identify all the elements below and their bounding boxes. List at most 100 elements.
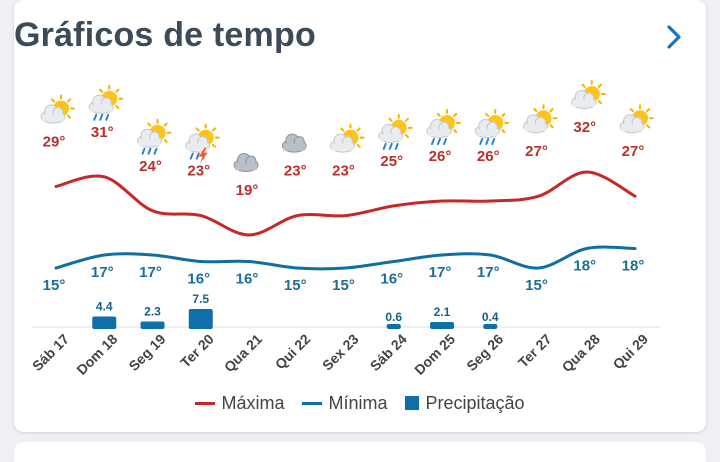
sun-cloud-rain-icon <box>88 84 124 121</box>
rain-drop <box>388 142 393 150</box>
cloud-shape <box>330 133 355 153</box>
precip-label: 2.3 <box>144 304 161 318</box>
legend-item-max[interactable]: Máxima <box>195 393 284 414</box>
min-temp-label: 16° <box>380 271 403 288</box>
legend-item-min[interactable]: Mínima <box>302 393 387 414</box>
sun-ray <box>211 143 216 148</box>
cloud-fill <box>428 129 450 137</box>
max-temp-label: 23° <box>187 163 210 180</box>
sun-ray <box>404 133 409 139</box>
max-temp-label: 29° <box>43 134 66 151</box>
sun-ray <box>597 100 602 105</box>
weather-chart: 4.4 2.3 7.5 0.6 2.1 0.4 29° 31° 24° 23° 19° 23° 23° 2… <box>29 79 660 378</box>
max-temp-label: 32° <box>573 119 596 136</box>
sun-ray <box>50 98 55 103</box>
rain-drop <box>105 113 110 121</box>
legend-swatch-precip <box>405 396 420 410</box>
sun-ray <box>211 127 216 132</box>
cloud-fill <box>186 143 209 151</box>
rain-drop <box>443 138 447 146</box>
rain-drop <box>99 113 104 121</box>
sun-ray <box>533 108 538 113</box>
rain-drop <box>491 138 496 146</box>
sun-ray <box>646 124 651 129</box>
x-tick-label: Qua 28 <box>559 331 603 375</box>
sun-ray <box>629 108 634 113</box>
legend-item-precip[interactable]: Precipitação <box>405 393 525 414</box>
max-temp-label: 27° <box>622 143 645 160</box>
sun-ray <box>356 127 361 132</box>
sun-ray <box>115 88 120 93</box>
precip-bar <box>430 321 454 329</box>
precip-label: 4.4 <box>96 299 113 313</box>
min-temp-label: 15° <box>284 277 307 294</box>
x-tick-label: Qui 22 <box>272 331 314 373</box>
legend-swatch-max <box>195 401 216 405</box>
sun-ray <box>67 114 72 119</box>
cloud-shape <box>137 128 162 148</box>
cloud-fill <box>138 138 161 146</box>
sun-ray <box>549 124 554 129</box>
rain-drop <box>93 113 98 121</box>
chevron-right-icon[interactable] <box>662 22 686 52</box>
rain-drop <box>437 138 441 146</box>
rain-drop <box>485 138 490 146</box>
cloud-icon <box>281 133 307 153</box>
precip-label: 2.1 <box>434 305 451 319</box>
sun-ray <box>195 127 200 132</box>
sun-ray <box>99 88 104 93</box>
sun-cloud-icon <box>619 104 654 134</box>
sun-cloud-icon <box>40 94 75 124</box>
sun-ray <box>356 143 361 148</box>
x-tick-label: Sex 23 <box>319 331 362 374</box>
sun-ray <box>404 117 409 122</box>
precip-bar <box>140 321 165 329</box>
x-tick-label: Dom 25 <box>411 331 458 378</box>
cloud-fill <box>621 124 643 132</box>
min-temp-label: 18° <box>573 258 596 275</box>
cloud-fill <box>42 114 64 122</box>
sun-cloud-rain-icon <box>426 109 461 146</box>
cloud-fill <box>331 143 354 151</box>
rain-drop <box>153 147 158 155</box>
rain-drop <box>189 152 194 160</box>
rain-drop <box>141 147 146 155</box>
x-tick-label: Qui 29 <box>610 331 652 373</box>
precip-bar <box>92 316 117 329</box>
x-tick-label: Seg 26 <box>463 331 506 374</box>
precip-bar <box>386 324 401 329</box>
cloud-shape <box>40 104 66 124</box>
sun-cloud-icon <box>523 104 558 134</box>
sun-ray <box>147 122 152 127</box>
rain-drop <box>431 138 435 146</box>
max-temp-label: 19° <box>236 182 259 199</box>
sun-cloud-rain-icon <box>378 113 413 150</box>
rain-drop <box>479 138 484 146</box>
min-temp-label: 17° <box>429 264 452 281</box>
cloud-fill <box>524 124 547 132</box>
cloud-shape <box>619 114 645 134</box>
sun-ray <box>453 129 458 134</box>
sun-ray <box>388 117 393 122</box>
x-tick-label: Qua 21 <box>221 331 265 375</box>
sun-ray <box>485 112 490 117</box>
cloud-shape <box>185 133 211 153</box>
min-temp-label: 18° <box>622 258 645 275</box>
rain-drop <box>195 152 200 160</box>
rain-drop <box>147 147 152 155</box>
cloud-fill <box>379 133 402 141</box>
cloud-fill <box>235 163 257 170</box>
sun-ray <box>340 127 345 132</box>
cloud-shape <box>281 133 307 153</box>
cloud-shape <box>474 119 500 139</box>
sun-ray <box>597 83 602 88</box>
legend-label-max: Máxima <box>221 392 285 413</box>
x-tick-label: Sáb 24 <box>367 331 410 374</box>
sun-ray <box>646 108 651 113</box>
sun-ray <box>501 112 506 117</box>
page-title: Gráficos de tempo <box>14 16 316 54</box>
min-temp-label: 17° <box>139 264 162 281</box>
min-temp-label: 16° <box>187 271 210 288</box>
precip-bar <box>483 324 498 329</box>
max-temp-label: 27° <box>525 143 548 160</box>
